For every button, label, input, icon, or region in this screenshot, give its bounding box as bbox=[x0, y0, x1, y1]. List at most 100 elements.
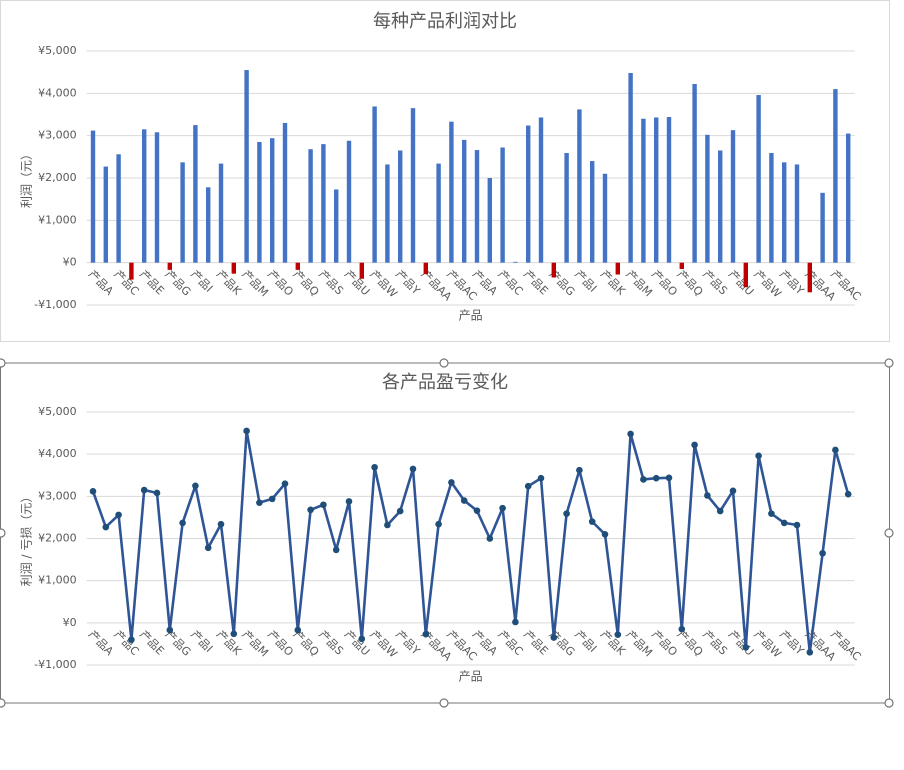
handle[interactable] bbox=[439, 698, 449, 708]
bar bbox=[372, 106, 377, 263]
marker bbox=[614, 631, 622, 638]
marker bbox=[601, 530, 609, 538]
bar bbox=[103, 166, 108, 263]
bar bbox=[654, 117, 659, 263]
bar bbox=[295, 262, 300, 270]
handle[interactable] bbox=[884, 698, 894, 708]
marker bbox=[473, 507, 481, 514]
bar bbox=[142, 129, 147, 263]
bar bbox=[692, 84, 697, 263]
y-tick-label: ¥0 bbox=[63, 256, 77, 269]
marker bbox=[550, 634, 558, 641]
y-tick-label: -¥1,000 bbox=[34, 298, 76, 311]
bar bbox=[308, 149, 313, 263]
bar bbox=[385, 164, 390, 263]
handle[interactable] bbox=[439, 358, 449, 368]
y-axis-title: 利润（元） bbox=[20, 148, 34, 208]
marker bbox=[563, 510, 570, 517]
line bbox=[91, 429, 850, 654]
marker bbox=[486, 535, 494, 542]
y-tick-label: ¥0 bbox=[63, 616, 77, 629]
bar bbox=[551, 262, 556, 278]
marker bbox=[396, 507, 404, 515]
bar bbox=[116, 154, 121, 263]
bar bbox=[474, 150, 480, 263]
marker bbox=[768, 510, 775, 517]
bar bbox=[167, 262, 172, 270]
bar bbox=[846, 133, 851, 263]
bar bbox=[410, 108, 416, 263]
marker bbox=[499, 504, 506, 512]
marker bbox=[345, 498, 353, 505]
bar bbox=[666, 117, 672, 263]
selection-handles[interactable] bbox=[0, 358, 894, 708]
marker bbox=[256, 499, 263, 506]
y-axis-title: 利润 / 亏损（元） bbox=[20, 491, 34, 587]
marker bbox=[716, 507, 724, 515]
marker bbox=[409, 465, 417, 473]
handle[interactable] bbox=[0, 358, 6, 368]
marker bbox=[243, 427, 250, 435]
marker bbox=[128, 636, 135, 643]
y-tick-label: ¥2,000 bbox=[38, 532, 77, 545]
bar bbox=[526, 125, 531, 263]
bar bbox=[193, 125, 198, 263]
marker bbox=[153, 489, 161, 497]
bar bbox=[782, 162, 787, 263]
marker bbox=[371, 463, 378, 471]
bar bbox=[820, 192, 825, 263]
y-tick-label: ¥1,000 bbox=[38, 574, 77, 587]
bar bbox=[154, 132, 160, 263]
marker bbox=[537, 474, 545, 482]
y-tick-label: ¥4,000 bbox=[38, 447, 77, 460]
bar bbox=[321, 144, 326, 263]
bar bbox=[282, 122, 288, 263]
chart-area[interactable] bbox=[0, 0, 890, 342]
marker bbox=[268, 495, 276, 503]
handle[interactable] bbox=[884, 528, 894, 538]
y-tick-label: ¥3,000 bbox=[38, 129, 77, 142]
marker bbox=[294, 626, 302, 634]
bar bbox=[718, 150, 723, 263]
bar bbox=[398, 150, 403, 263]
marker bbox=[729, 487, 737, 495]
bar bbox=[500, 147, 505, 263]
handle[interactable] bbox=[0, 528, 6, 538]
chart-title: 各产品盈亏变化 bbox=[382, 372, 508, 393]
marker bbox=[435, 520, 442, 528]
marker bbox=[460, 497, 468, 504]
bar bbox=[833, 89, 838, 263]
handle[interactable] bbox=[884, 358, 894, 368]
bar bbox=[756, 95, 761, 263]
marker bbox=[524, 482, 532, 490]
bar bbox=[334, 189, 339, 263]
handle[interactable] bbox=[0, 698, 6, 708]
y-tick-label: ¥5,000 bbox=[38, 44, 77, 57]
y-tick-label: -¥1,000 bbox=[34, 658, 76, 671]
marker bbox=[192, 482, 199, 490]
bar bbox=[615, 262, 620, 275]
marker bbox=[422, 630, 430, 638]
bar bbox=[180, 162, 185, 263]
marker bbox=[844, 490, 852, 498]
marker bbox=[281, 480, 289, 487]
bar bbox=[705, 134, 710, 263]
bar bbox=[257, 142, 262, 263]
bar bbox=[129, 262, 134, 280]
marker bbox=[793, 521, 801, 529]
bar bbox=[628, 73, 633, 263]
marker bbox=[217, 520, 225, 528]
bar bbox=[346, 140, 352, 263]
bar bbox=[423, 262, 428, 275]
bar bbox=[641, 118, 646, 263]
y-tick-label: ¥3,000 bbox=[38, 489, 77, 502]
marker bbox=[179, 519, 186, 527]
bar bbox=[231, 262, 236, 274]
marker bbox=[332, 546, 340, 554]
marker bbox=[652, 474, 660, 482]
y-tick-label: ¥2,000 bbox=[38, 171, 77, 184]
bar bbox=[462, 139, 467, 263]
marker bbox=[665, 474, 673, 482]
chart-area-selected[interactable] bbox=[0, 362, 890, 704]
